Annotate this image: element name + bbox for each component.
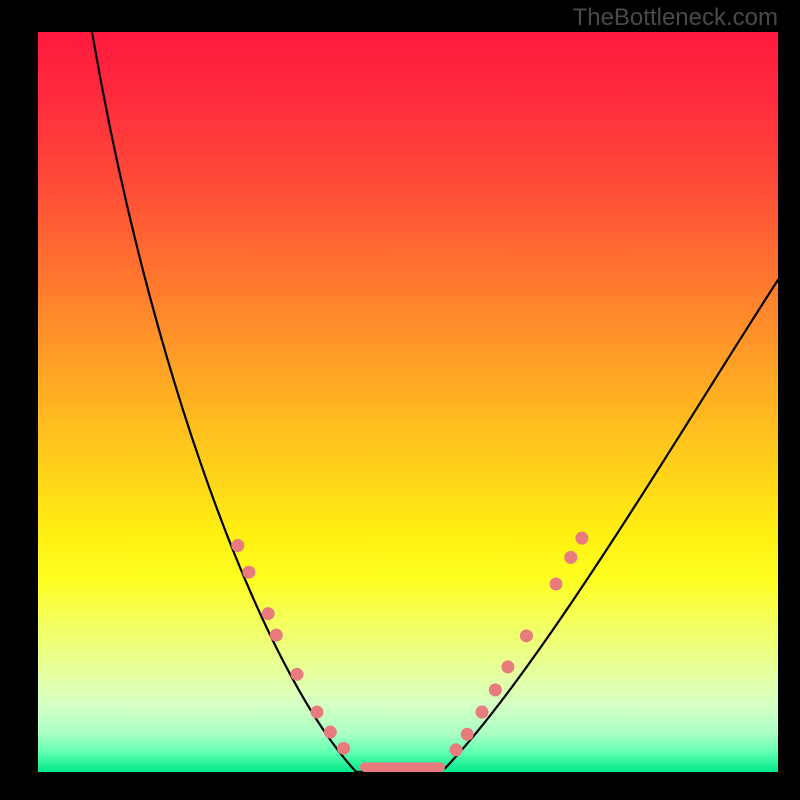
- plot-background: [38, 32, 778, 772]
- curve-marker: [575, 532, 588, 545]
- curve-marker: [550, 578, 563, 591]
- curve-marker: [231, 539, 244, 552]
- curve-marker: [450, 743, 463, 756]
- chart-svg: [0, 0, 800, 800]
- curve-marker: [461, 728, 474, 741]
- chart-container: TheBottleneck.com: [0, 0, 800, 800]
- curve-marker: [337, 742, 350, 755]
- curve-marker: [310, 706, 323, 719]
- curve-marker: [476, 706, 489, 719]
- curve-marker: [262, 607, 275, 620]
- curve-marker: [489, 683, 502, 696]
- curve-marker: [324, 726, 337, 739]
- curve-marker: [291, 668, 304, 681]
- bottom-band: [360, 762, 445, 772]
- curve-marker: [270, 629, 283, 642]
- watermark-text: TheBottleneck.com: [573, 4, 778, 32]
- curve-marker: [520, 629, 533, 642]
- curve-marker: [501, 660, 514, 673]
- curve-marker: [242, 566, 255, 579]
- curve-marker: [564, 551, 577, 564]
